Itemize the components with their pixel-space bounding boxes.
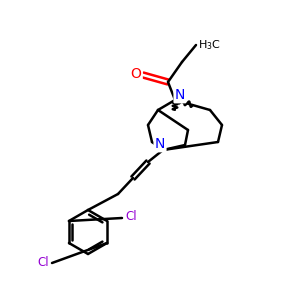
Text: O: O <box>130 67 141 81</box>
Text: N: N <box>155 137 165 151</box>
Text: H$_3$C: H$_3$C <box>198 38 221 52</box>
Text: N: N <box>175 88 185 102</box>
Text: Cl: Cl <box>125 211 136 224</box>
Text: Cl: Cl <box>38 256 49 269</box>
